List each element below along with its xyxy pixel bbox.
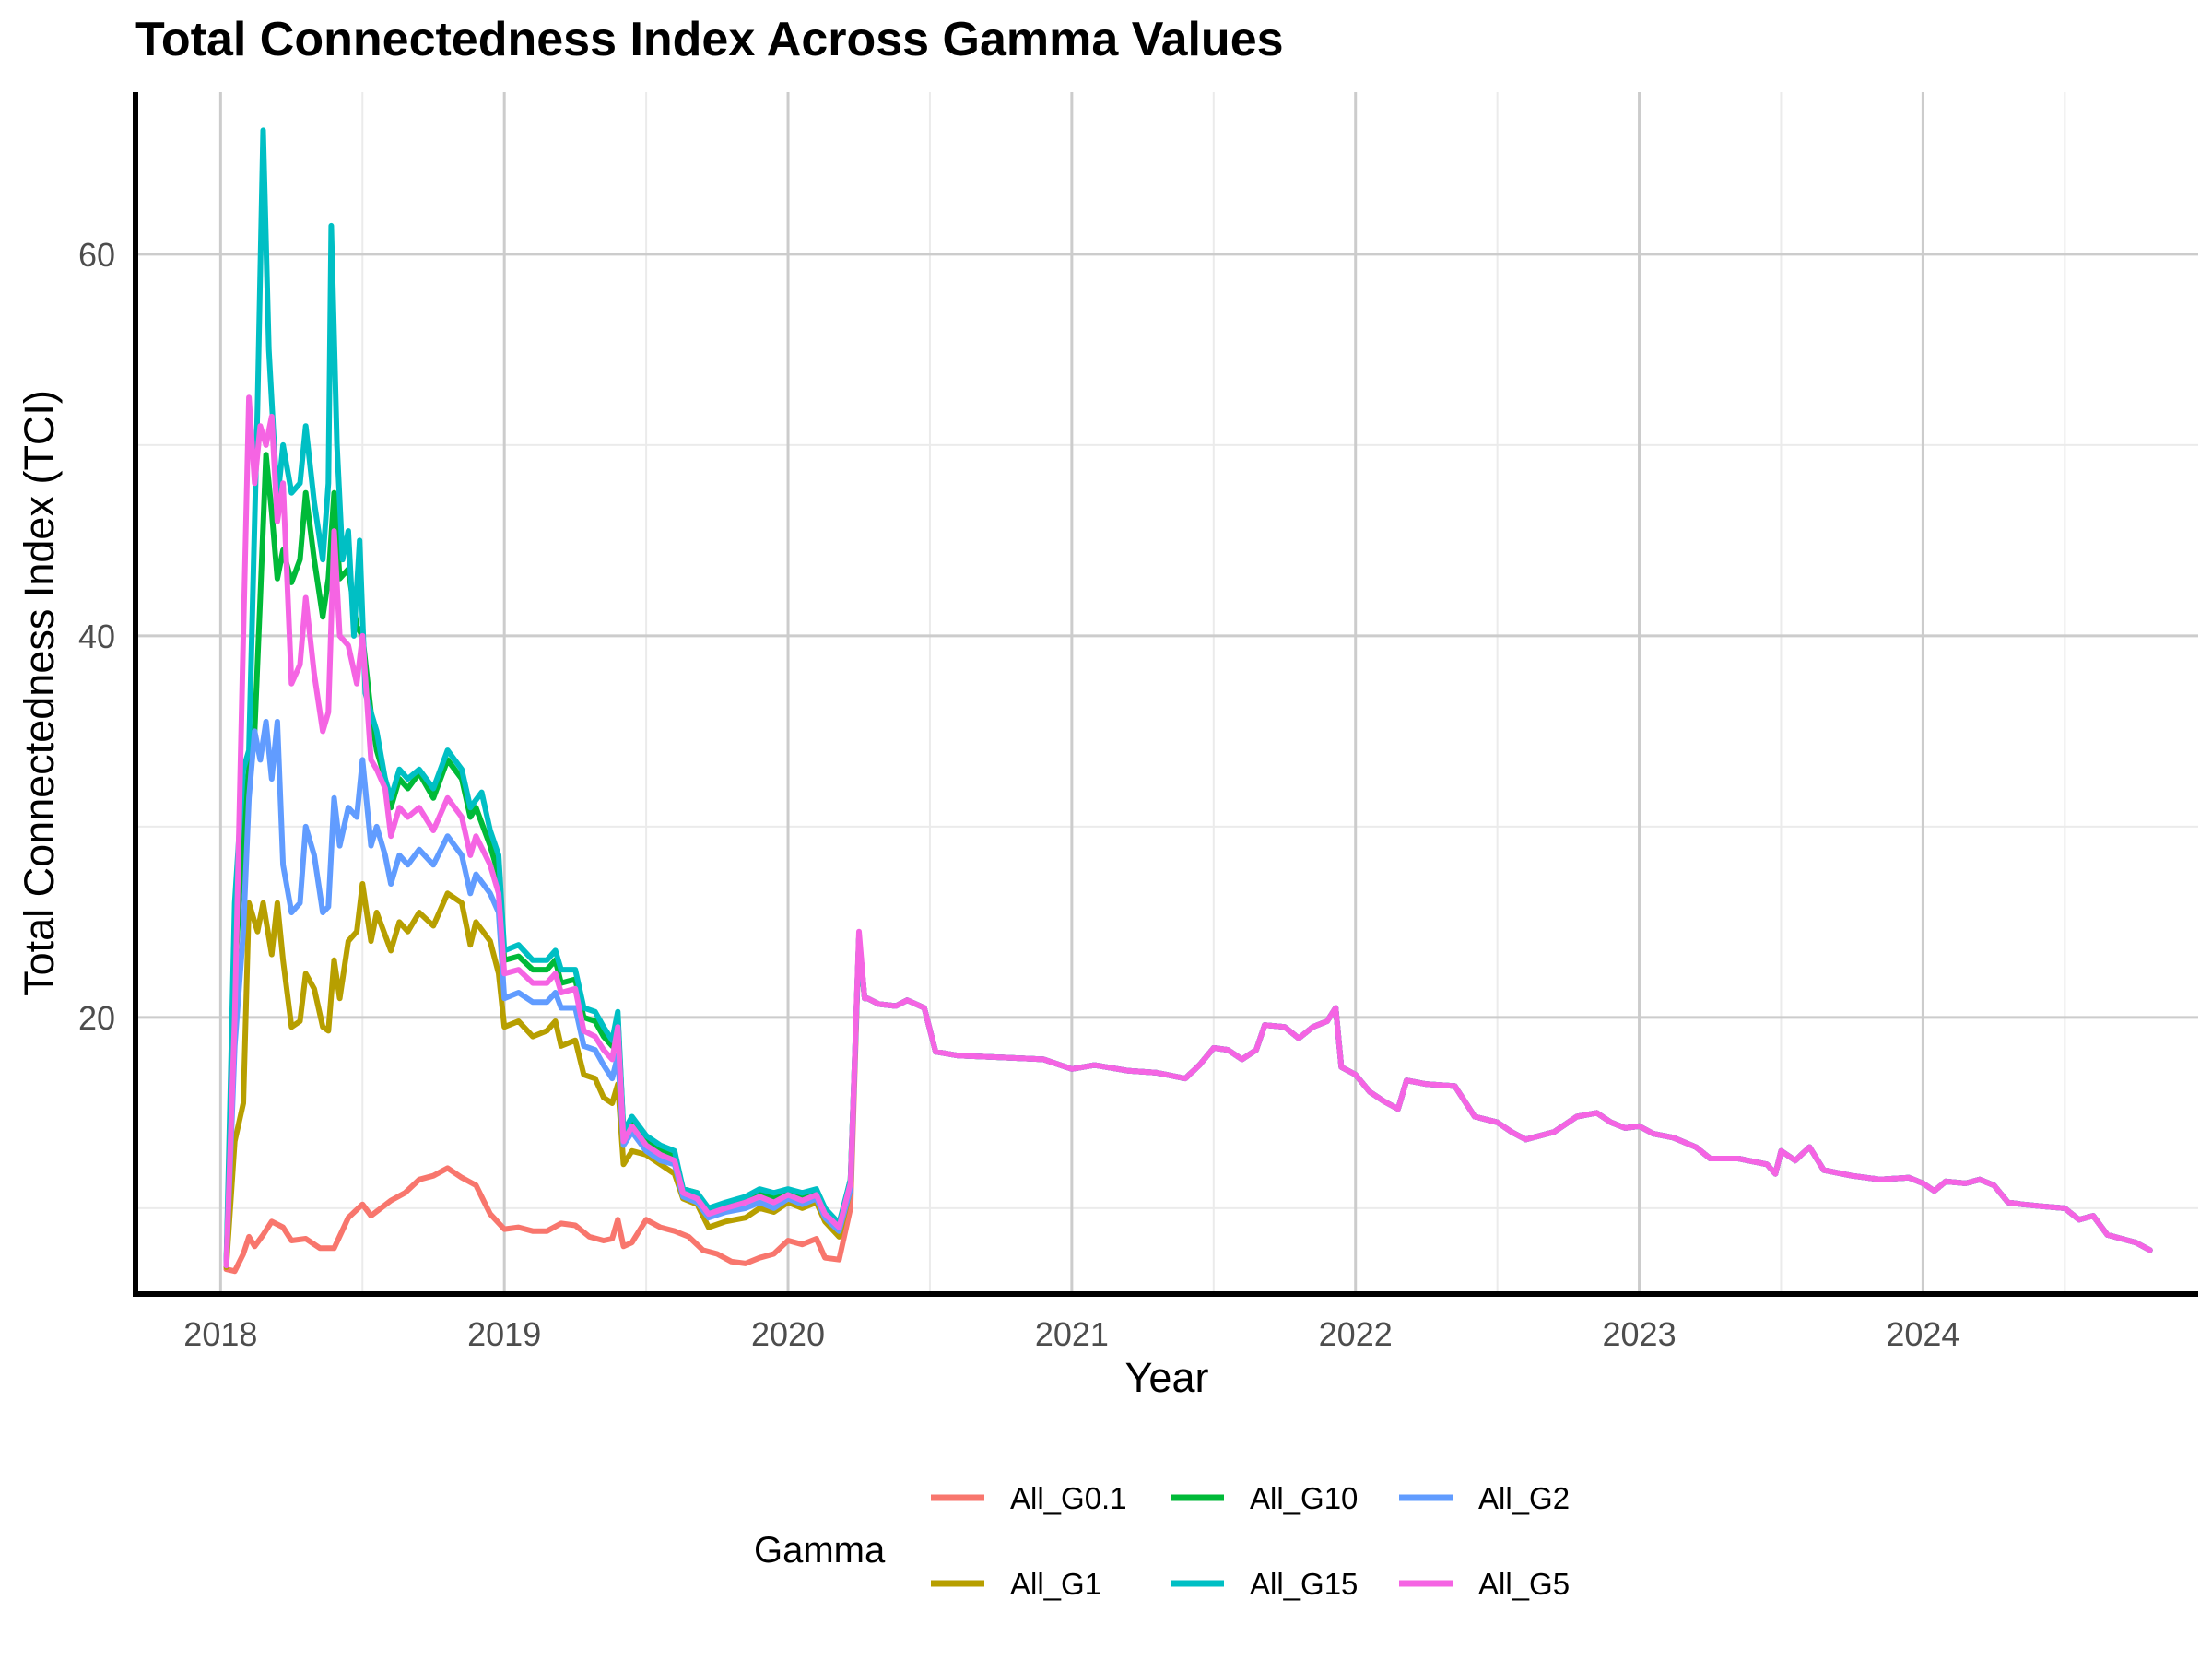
x-tick-label: 2020 (751, 1315, 825, 1353)
legend-item: All_G1 (931, 1567, 1101, 1601)
legend-title: Gamma (754, 1530, 886, 1571)
x-tick-labels: 2018 2019 2020 2021 2022 2023 2024 (183, 1315, 1959, 1353)
x-tick-label: 2022 (1319, 1315, 1393, 1353)
x-axis-title: Year (1125, 1354, 1209, 1401)
legend-item: All_G0.1 (931, 1481, 1127, 1515)
y-axis-title: Total Connectedness Index (TCI) (16, 390, 63, 996)
x-tick-label: 2018 (183, 1315, 257, 1353)
x-tick-label: 2023 (1603, 1315, 1677, 1353)
series-line-all-g5 (223, 394, 2153, 1268)
legend-label: All_G10 (1250, 1481, 1358, 1515)
y-tick-label: 60 (78, 236, 115, 274)
x-tick-label: 2024 (1886, 1315, 1959, 1353)
y-tick-labels: 20 40 60 (78, 236, 115, 1037)
y-tick-label: 20 (78, 999, 115, 1037)
minor-gridlines (135, 92, 2198, 1294)
legend-item: All_G10 (1171, 1481, 1358, 1515)
legend-item: All_G2 (1399, 1481, 1570, 1515)
legend-items: All_G0.1 All_G1 All_G10 All_G15 All_G2 All_G5 (931, 1481, 1570, 1601)
legend-item: All_G15 (1171, 1567, 1358, 1601)
legend-label: All_G0.1 (1010, 1481, 1127, 1515)
legend-item: All_G5 (1399, 1567, 1570, 1601)
x-tick-label: 2021 (1035, 1315, 1109, 1353)
legend-label: All_G15 (1250, 1567, 1358, 1601)
series-lines (223, 127, 2153, 1275)
legend-label: All_G1 (1010, 1567, 1101, 1601)
major-gridlines (135, 92, 2198, 1294)
legend-label: All_G5 (1478, 1567, 1570, 1601)
chart-title: Total Connectedness Index Across Gamma V… (135, 13, 1284, 66)
legend-label: All_G2 (1478, 1481, 1570, 1515)
legend: Gamma All_G0.1 All_G1 All_G10 All_G15 All_G2… (754, 1481, 1570, 1601)
y-tick-label: 40 (78, 618, 115, 655)
x-tick-label: 2019 (467, 1315, 541, 1353)
